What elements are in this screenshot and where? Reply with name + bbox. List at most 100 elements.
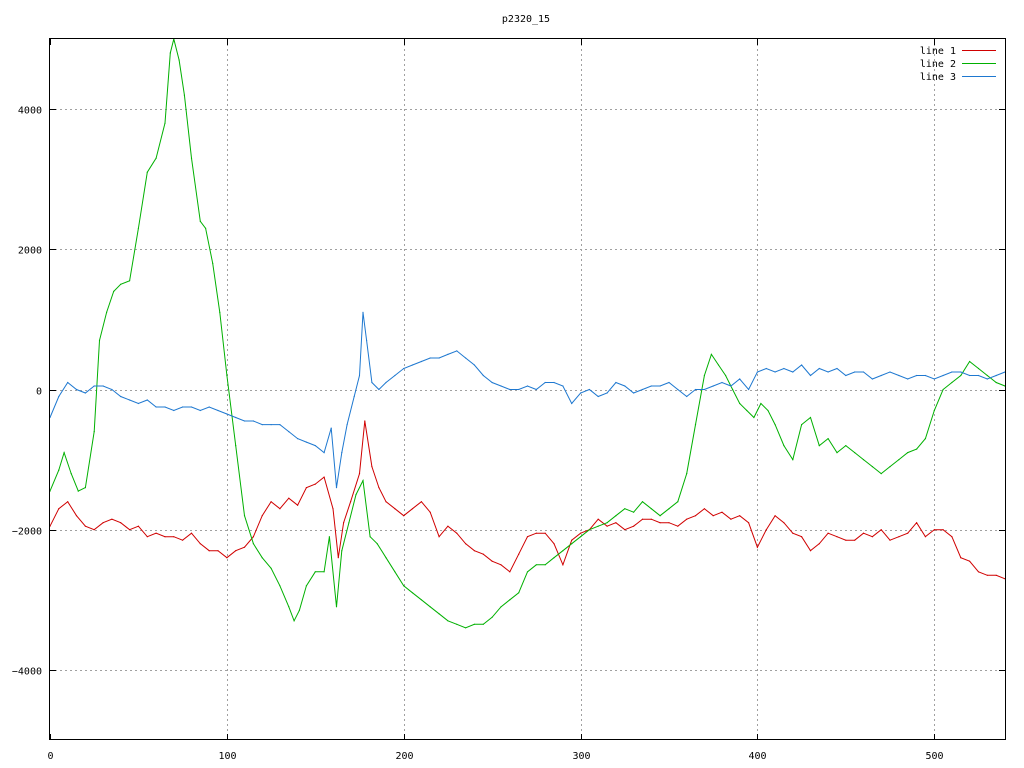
x-tick-label: 100 [218,751,236,762]
data-point [500,564,502,566]
data-point [668,381,670,384]
y-tick-label: −2000 [12,527,42,538]
data-point [362,480,364,482]
data-point [580,392,582,394]
data-point [544,381,546,384]
data-point [270,567,272,569]
data-point [509,571,511,573]
data-point [411,364,414,366]
data-point [518,553,520,555]
data-point [783,445,785,447]
data-point [544,564,546,566]
data-point [447,620,449,622]
data-point [827,532,829,534]
data-point [473,623,475,625]
data-point [429,511,431,513]
legend-label-2: line 2 [920,59,956,70]
data-point [129,529,131,531]
data-point [580,532,582,534]
data-point [226,374,228,377]
data-point [376,543,378,545]
data-point [969,360,971,363]
data-point [323,476,325,478]
data-point [916,448,918,450]
data-point [924,374,927,377]
data-point [792,371,794,373]
data-point [293,620,295,622]
data-point [871,378,874,380]
y-tick-label: −4000 [12,667,42,678]
data-point [335,487,338,489]
data-point [739,402,741,405]
y-tick-label: 2000 [18,246,42,257]
data-point [836,367,838,370]
data-point [871,466,874,468]
data-point [951,536,953,538]
x-tick-label: 0 [47,751,53,762]
data-point [270,501,272,503]
data-point [243,420,246,422]
data-point [677,525,679,527]
data-point [371,381,373,384]
data-point [217,409,219,412]
data-point [58,508,60,510]
data-point [845,374,847,377]
data-point [111,388,113,391]
data-point [456,623,458,625]
data-point [378,487,380,489]
data-point [986,574,988,576]
data-point [916,374,918,377]
data-point [199,220,201,222]
data-point [164,406,166,408]
data-point [615,522,617,524]
data-point [500,606,502,608]
data-point [173,409,175,412]
x-tick-label: 200 [395,751,413,762]
data-point [120,283,122,285]
data-point [774,515,776,517]
data-point [63,452,65,454]
data-point [801,424,803,426]
y-tick-label: 4000 [18,106,42,117]
data-point [650,385,652,387]
data-point [378,388,380,391]
data-point [314,483,316,485]
data-point [686,473,688,475]
data-point [898,374,900,377]
data-point [337,557,339,559]
data-point [553,557,555,559]
data-point [137,227,139,229]
data-point [362,311,364,313]
data-point [473,550,475,552]
data-point [668,522,670,524]
data-point [518,592,520,594]
data-point [827,438,829,440]
data-point [323,452,325,454]
data-point [164,122,166,124]
data-point [106,311,108,313]
data-point [783,367,785,370]
data-point [411,592,414,594]
data-point [358,374,361,377]
data-point [624,385,626,387]
data-point [330,427,332,429]
data-point [889,371,891,373]
data-point [261,424,263,426]
data-point [252,543,254,545]
data-point [67,381,69,384]
data-point [986,378,988,380]
data-point [350,501,352,503]
data-point [403,367,405,370]
data-point [827,371,829,373]
data-point [721,381,723,384]
data-point [818,367,820,370]
data-point [624,508,626,510]
data-point [836,536,838,538]
data-point [732,388,734,391]
data-point [155,406,157,408]
data-point [199,409,201,412]
data-point [907,532,909,534]
data-point [562,385,564,387]
